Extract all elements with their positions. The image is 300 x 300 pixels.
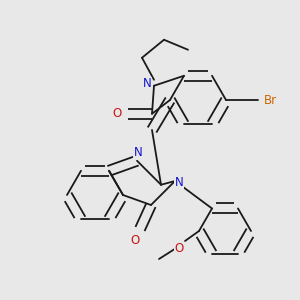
Text: O: O (174, 242, 184, 256)
Text: Br: Br (263, 94, 277, 106)
Text: O: O (112, 107, 122, 120)
Text: N: N (142, 77, 152, 90)
Text: N: N (134, 146, 142, 159)
Text: N: N (175, 176, 183, 190)
Text: O: O (130, 235, 140, 248)
